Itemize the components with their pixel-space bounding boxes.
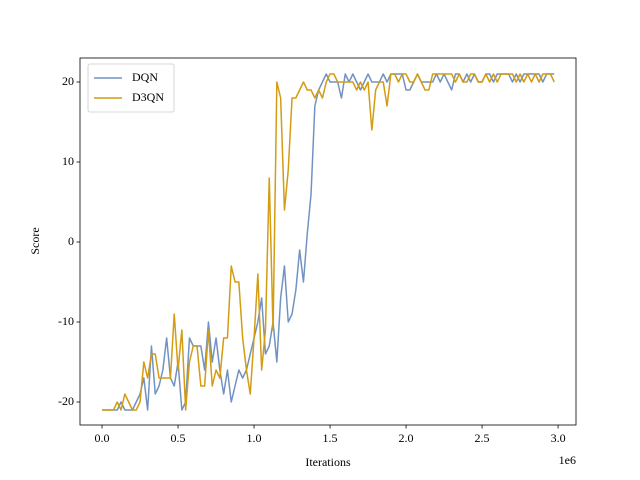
legend-label: DQN: [132, 70, 158, 84]
y-tick-label: 20: [62, 74, 74, 88]
y-axis-label: Score: [28, 227, 42, 254]
y-tick-label: 0: [68, 234, 74, 248]
legend-label: D3QN: [132, 90, 164, 104]
legend-box: [87, 63, 175, 113]
x-tick-label: 2.5: [475, 431, 490, 445]
x-tick-label: 0.0: [95, 431, 110, 445]
x-offset-label: 1e6: [559, 453, 576, 467]
x-tick-label: 3.0: [551, 431, 566, 445]
plot-frame: [79, 57, 577, 426]
x-axis-label: Iterations: [305, 455, 351, 469]
y-tick-label: -10: [58, 314, 74, 328]
x-tick-label: 1.0: [247, 431, 262, 445]
x-tick-label: 1.5: [323, 431, 338, 445]
y-tick-label: -20: [58, 394, 74, 408]
y-tick-label: 10: [62, 154, 74, 168]
x-tick-label: 2.0: [399, 431, 414, 445]
x-tick-label: 0.5: [171, 431, 186, 445]
data-line: [102, 73, 555, 411]
